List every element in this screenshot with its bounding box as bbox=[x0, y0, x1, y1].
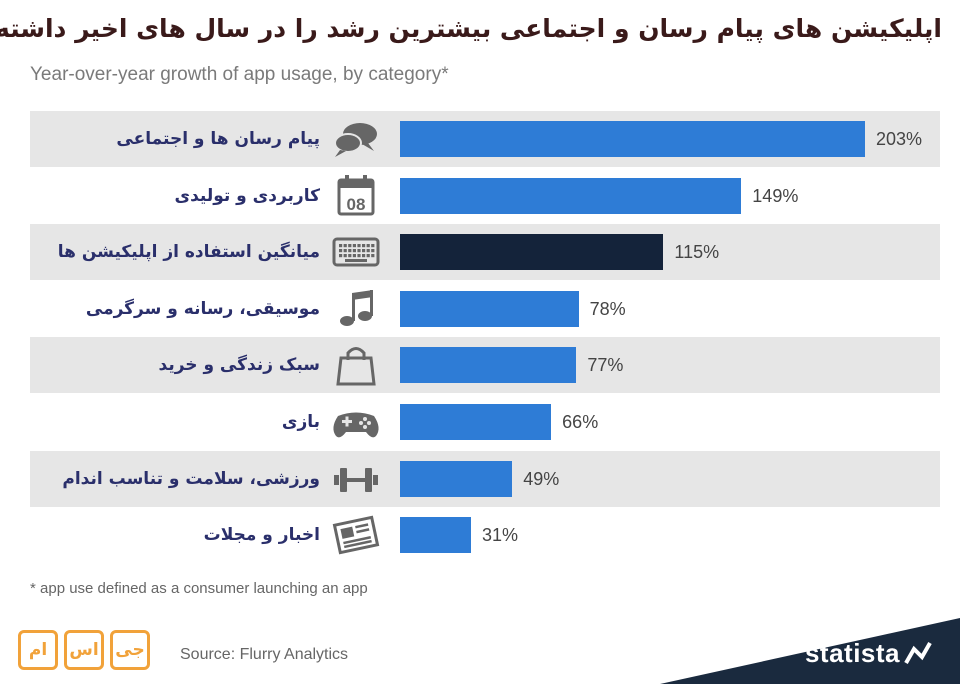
footnote: * app use defined as a consumer launchin… bbox=[30, 580, 368, 597]
chart-title: اپلیکیشن های پیام رسان و اجتماعی بیشترین… bbox=[0, 14, 942, 43]
shopping-bag-icon bbox=[328, 343, 384, 387]
statista-logo-mark-icon bbox=[904, 642, 932, 664]
bar bbox=[400, 347, 577, 384]
bar-row: موسیقی، رسانه و سرگرمی 78% bbox=[0, 281, 960, 337]
newspaper-icon bbox=[328, 513, 384, 557]
footer-wedge bbox=[660, 618, 960, 684]
bar-value-label: 78% bbox=[589, 298, 626, 319]
svg-text:08: 08 bbox=[347, 195, 366, 214]
bar-value-label: 49% bbox=[523, 468, 560, 489]
chart-subtitle: Year-over-year growth of app usage, by c… bbox=[30, 64, 449, 85]
source-credit: Source: Flurry Analytics bbox=[180, 646, 349, 663]
music-note-icon bbox=[328, 287, 384, 331]
logo-letter-box: ام bbox=[18, 630, 58, 670]
category-label: سبک زندگی و خرید bbox=[158, 355, 321, 376]
bar bbox=[400, 404, 552, 440]
footer: جی اس ام Source: Flurry Analytics statis… bbox=[0, 616, 960, 684]
bar-row: اخبار و مجلات 31% bbox=[0, 507, 960, 563]
calendar-icon: 08 bbox=[328, 174, 384, 218]
category-label: کاربردی و تولیدی bbox=[174, 185, 321, 206]
bar-row: میانگین استفاده از اپلیکیشن ها 115% bbox=[0, 224, 960, 281]
bar-value-label: 203% bbox=[876, 129, 923, 149]
category-label: میانگین استفاده از اپلیکیشن ها bbox=[57, 242, 320, 263]
bar bbox=[400, 460, 513, 497]
keyboard-icon bbox=[328, 230, 384, 274]
bar-value-label: 115% bbox=[674, 242, 720, 263]
category-label: پیام رسان ها و اجتماعی bbox=[116, 129, 320, 149]
bar-row: ورزشی، سلامت و تناسب اندام 49% bbox=[0, 450, 960, 507]
category-label: ورزشی، سلامت و تناسب اندام bbox=[62, 468, 320, 489]
bar bbox=[400, 177, 742, 214]
bar-row: پیام رسان ها و اجتماعی 203% bbox=[0, 111, 960, 167]
bar-value-label: 31% bbox=[482, 525, 519, 546]
bar-row: بازی 66% bbox=[0, 394, 960, 450]
logo-letter-box: جی bbox=[110, 630, 150, 670]
bar-value-label: 66% bbox=[562, 412, 599, 432]
chat-bubbles-icon bbox=[328, 117, 384, 161]
bar bbox=[400, 234, 664, 271]
category-label: موسیقی، رسانه و سرگرمی bbox=[85, 298, 320, 319]
bar bbox=[400, 121, 865, 157]
bar-row: سبک زندگی و خرید 77% bbox=[0, 337, 960, 394]
dumbbell-icon bbox=[328, 457, 384, 501]
logo-letter-box: اس bbox=[64, 630, 104, 670]
bar-value-label: 149% bbox=[752, 185, 799, 206]
bar-value-label: 77% bbox=[587, 355, 624, 376]
gamepad-icon bbox=[328, 400, 384, 444]
statista-logo[interactable]: statista bbox=[804, 638, 900, 668]
bar-row: کاربردی و تولیدی 08 149% bbox=[0, 168, 960, 224]
category-label: بازی bbox=[281, 412, 320, 432]
bar bbox=[400, 290, 579, 327]
bar bbox=[400, 517, 471, 554]
category-label: اخبار و مجلات bbox=[203, 525, 320, 546]
